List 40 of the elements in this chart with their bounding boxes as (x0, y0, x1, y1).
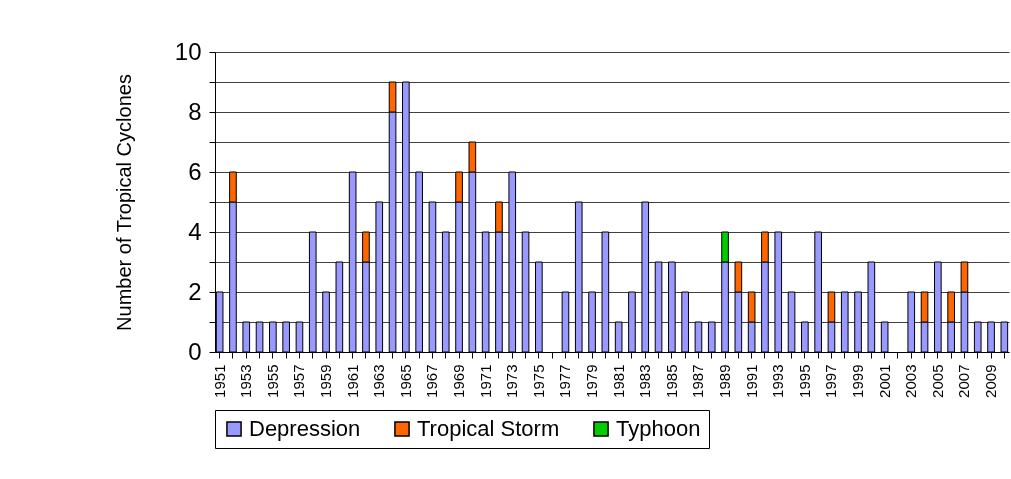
x-tick-label: 1963 (370, 364, 388, 398)
x-tick-label: 1953 (237, 364, 255, 398)
y-tick-label: 10 (174, 37, 202, 65)
x-tick-label: 1969 (450, 364, 468, 398)
x-tick-label: 2009 (982, 364, 1000, 398)
x-tick-label: 1975 (529, 364, 547, 398)
x-tick-label: 1967 (423, 364, 441, 398)
legend-label: Depression (249, 416, 361, 441)
y-tick-label: 4 (188, 217, 202, 245)
x-tick-label: 1995 (795, 364, 813, 398)
x-tick-label: 1961 (343, 364, 361, 398)
x-tick-label: 2005 (928, 364, 946, 398)
x-tick-label: 1955 (263, 364, 281, 398)
x-tick-label: 1993 (769, 364, 787, 398)
x-tick-label: 1951 (210, 364, 228, 398)
x-tick-label: 1991 (742, 364, 760, 398)
x-tick-label: 1985 (662, 364, 680, 398)
x-tick-label: 1983 (636, 364, 654, 398)
y-tick-label: 6 (188, 157, 202, 185)
x-tick-label: 1977 (556, 364, 574, 398)
x-tick-label: 2003 (902, 364, 920, 398)
x-tick-label: 2001 (875, 364, 893, 398)
x-tick-label: 1989 (716, 364, 734, 398)
x-tick-label: 1999 (849, 364, 867, 398)
x-tick-label: 1973 (503, 364, 521, 398)
x-tick-label: 1981 (609, 364, 627, 398)
x-tick-label: 1997 (822, 364, 840, 398)
y-tick-label: 2 (188, 277, 202, 305)
x-tick-label: 1987 (689, 364, 707, 398)
x-tick-label: 1965 (396, 364, 414, 398)
x-tick-label: 1959 (317, 364, 335, 398)
legend-label: Typhoon (616, 416, 701, 441)
x-tick-label: 2007 (955, 364, 973, 398)
y-axis-title: Number of Tropical Cyclones (112, 74, 135, 331)
legend-label: Tropical Storm (417, 416, 560, 441)
x-tick-label: 1979 (583, 364, 601, 398)
x-tick-label: 1957 (290, 364, 308, 398)
x-tick-label: 1971 (476, 364, 494, 398)
y-tick-label: 8 (188, 97, 202, 125)
y-tick-label: 0 (188, 337, 202, 365)
